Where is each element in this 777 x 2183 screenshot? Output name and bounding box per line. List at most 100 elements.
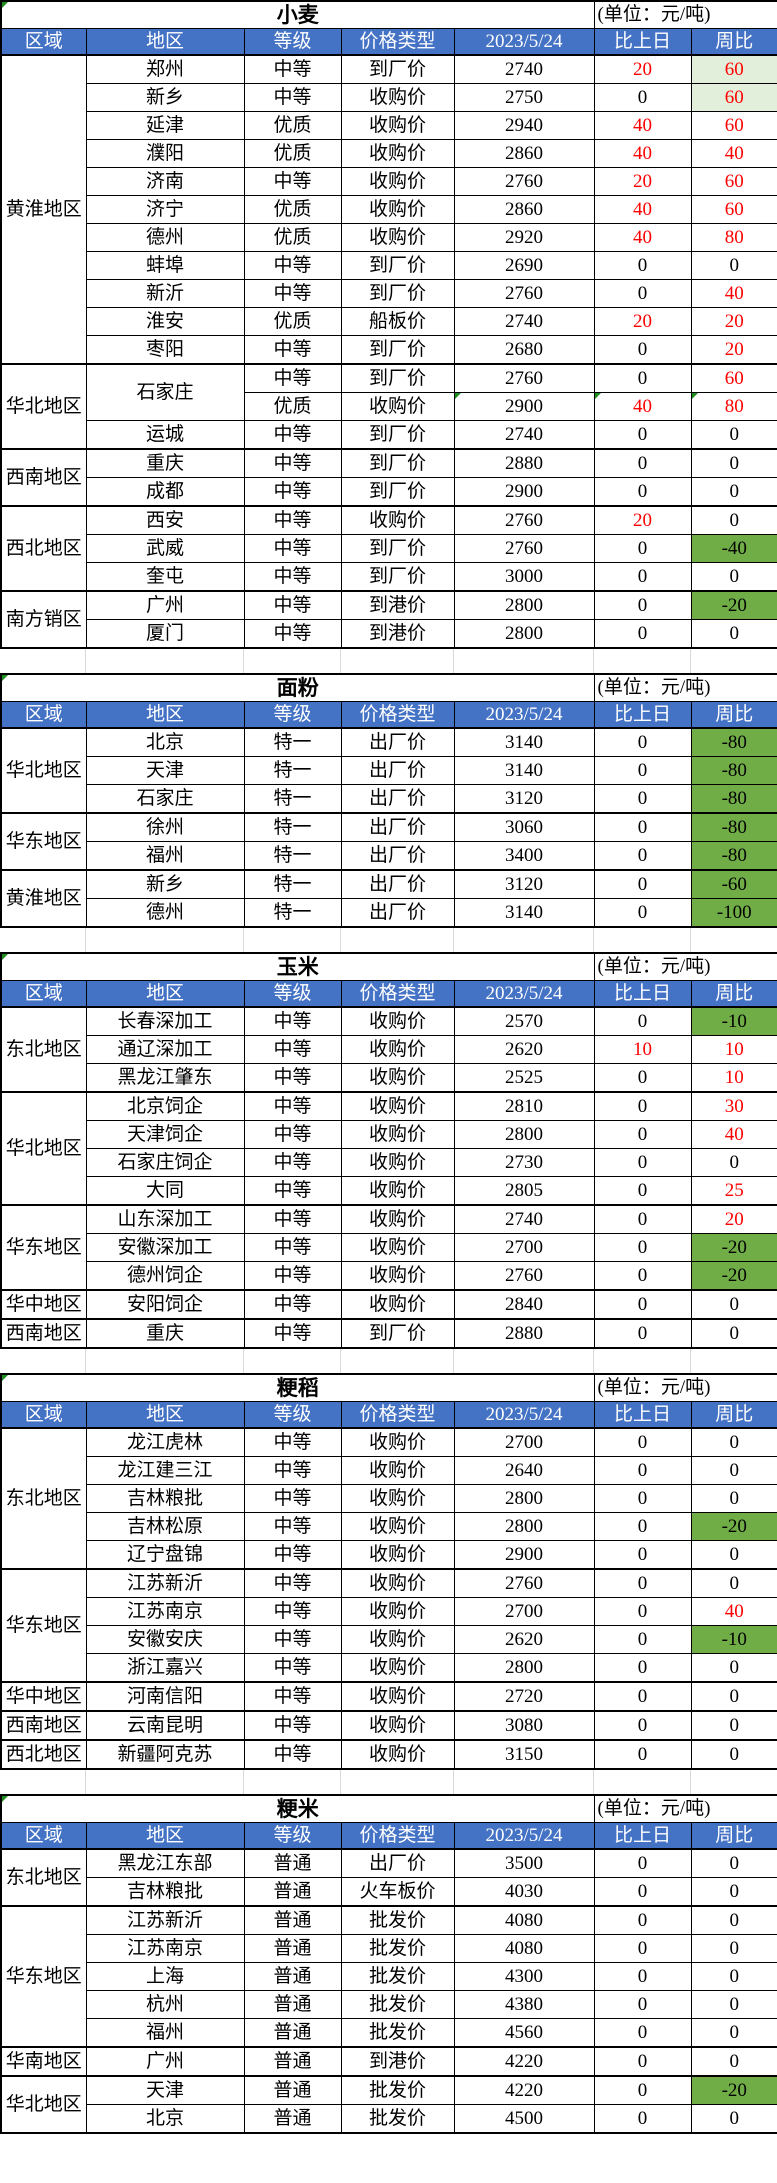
price-type-cell: 到厂价 bbox=[340, 420, 455, 450]
price-cell: 2760 bbox=[453, 505, 595, 535]
week-change-cell: 0 bbox=[690, 1934, 777, 1963]
day-change-cell: 0 bbox=[593, 1962, 692, 1991]
price-cell: 4030 bbox=[453, 1877, 595, 1907]
price-cell: 2900 bbox=[453, 392, 595, 421]
region-cell: 西南地区 bbox=[0, 448, 87, 507]
price-type-cell: 到厂价 bbox=[340, 1318, 455, 1349]
week-change-cell: 40 bbox=[690, 1597, 777, 1626]
region-cell: 华东地区 bbox=[0, 1905, 87, 2048]
price-cell: 2800 bbox=[453, 1512, 595, 1541]
price-cell: 2800 bbox=[453, 619, 595, 649]
price-row: 华北地区 北京 特一 出厂价 3140 0 -80 bbox=[0, 727, 777, 814]
day-change-cell: 0 bbox=[593, 1427, 692, 1457]
price-row: 华北地区 天津 普通 批发价 4220 0 -20 bbox=[0, 2075, 777, 2134]
grade-cell: 优质 bbox=[243, 392, 342, 421]
week-change-cell: 80 bbox=[690, 223, 777, 252]
price-cell: 2860 bbox=[453, 139, 595, 168]
week-change-cell: -10 bbox=[690, 1006, 777, 1036]
price-type-cell: 到厂价 bbox=[340, 477, 455, 507]
price-type-cell: 批发价 bbox=[340, 2104, 455, 2134]
day-change-cell: 0 bbox=[593, 1091, 692, 1121]
week-change-cell: -80 bbox=[690, 756, 777, 785]
price-cell: 2690 bbox=[453, 251, 595, 280]
week-change-cell: 60 bbox=[690, 111, 777, 140]
price-type-cell: 收购价 bbox=[340, 1653, 455, 1683]
price-row: 华中地区 安阳饲企 中等 收购价 2840 0 0 bbox=[0, 1289, 777, 1320]
price-cell: 4080 bbox=[453, 1905, 595, 1935]
area-cell: 黑龙江东部 bbox=[85, 1848, 245, 1878]
area-cell: 蚌埠 bbox=[85, 251, 245, 280]
grade-cell: 中等 bbox=[243, 1233, 342, 1262]
day-change-cell: 0 bbox=[593, 1120, 692, 1149]
week-change-cell: 60 bbox=[690, 83, 777, 112]
price-row: 东北地区 龙江虎林 中等 收购价 2700 0 0 bbox=[0, 1427, 777, 1570]
price-cell: 2620 bbox=[453, 1035, 595, 1064]
week-change-cell: -20 bbox=[690, 2075, 777, 2105]
grade-cell: 中等 bbox=[243, 1148, 342, 1177]
area-cell: 郑州 bbox=[85, 54, 245, 84]
area-cell: 成都 bbox=[85, 477, 245, 507]
price-row: 吉林粮批 中等 收购价 2800 0 0 bbox=[1, 1484, 777, 1513]
column-header-1: 地区 bbox=[85, 1822, 245, 1850]
region-cell: 东北地区 bbox=[0, 1848, 87, 1907]
area-cell: 德州饲企 bbox=[85, 1261, 245, 1291]
week-change-cell: 0 bbox=[690, 2018, 777, 2048]
price-row: 西北地区 西安 中等 收购价 2760 20 0 bbox=[0, 505, 777, 592]
grade-cell: 中等 bbox=[243, 1484, 342, 1513]
grade-cell: 中等 bbox=[243, 477, 342, 507]
area-cell: 山东深加工 bbox=[85, 1204, 245, 1234]
price-row: 通辽深加工 中等 收购价 2620 10 10 bbox=[1, 1035, 777, 1064]
day-change-cell: 0 bbox=[593, 1148, 692, 1177]
price-type-cell: 收购价 bbox=[340, 1120, 455, 1149]
week-change-cell: 10 bbox=[690, 1035, 777, 1064]
week-change-cell: 0 bbox=[690, 2104, 777, 2134]
week-change-cell: 0 bbox=[690, 1456, 777, 1485]
flour-table-title: 面粉 bbox=[0, 673, 595, 702]
price-row: 德州饲企 中等 收购价 2760 0 -20 bbox=[1, 1261, 777, 1291]
price-type-cell: 收购价 bbox=[340, 1739, 455, 1770]
price-type-cell: 收购价 bbox=[340, 1484, 455, 1513]
grade-cell: 特一 bbox=[243, 756, 342, 785]
day-change-cell: 0 bbox=[593, 1739, 692, 1770]
price-type-cell: 批发价 bbox=[340, 1962, 455, 1991]
region-cell: 华中地区 bbox=[0, 1681, 87, 1712]
area-cell: 江苏南京 bbox=[85, 1597, 245, 1626]
price-cell: 2570 bbox=[453, 1006, 595, 1036]
japonica-rice-price-table: 粳米 (单位：元/吨) 区域 地区 等级 价格类型 2023/5/24 比上日 周比 东北地区 黑龙… bbox=[0, 1794, 777, 2134]
week-change-cell: 0 bbox=[690, 1540, 777, 1570]
column-header-2: 等级 bbox=[243, 701, 342, 729]
price-cell: 2840 bbox=[453, 1289, 595, 1320]
area-cell: 新乡 bbox=[85, 83, 245, 112]
price-type-cell: 收购价 bbox=[340, 1512, 455, 1541]
day-change-cell: 0 bbox=[593, 869, 692, 899]
corn-price-table: 玉米 (单位：元/吨) 区域 地区 等级 价格类型 2023/5/24 比上日 周比 东北地区 长春… bbox=[0, 952, 777, 1349]
week-change-cell: 40 bbox=[690, 139, 777, 168]
region-cell: 华南地区 bbox=[0, 2046, 87, 2077]
week-change-cell: -80 bbox=[690, 841, 777, 871]
area-cell: 北京饲企 bbox=[85, 1091, 245, 1121]
area-cell: 辽宁盘锦 bbox=[85, 1540, 245, 1570]
price-type-cell: 收购价 bbox=[340, 1091, 455, 1121]
price-type-cell: 批发价 bbox=[340, 2018, 455, 2048]
day-change-cell: 0 bbox=[593, 477, 692, 507]
grade-cell: 优质 bbox=[243, 307, 342, 336]
price-cell: 2740 bbox=[453, 1204, 595, 1234]
area-cell: 安徽深加工 bbox=[85, 1233, 245, 1262]
week-change-cell: 0 bbox=[690, 1568, 777, 1598]
price-cell: 2920 bbox=[453, 223, 595, 252]
day-change-cell: 40 bbox=[593, 392, 692, 421]
area-cell: 大同 bbox=[85, 1176, 245, 1206]
area-cell: 吉林粮批 bbox=[85, 1877, 245, 1907]
price-type-cell: 收购价 bbox=[340, 167, 455, 196]
grade-cell: 中等 bbox=[243, 1035, 342, 1064]
week-change-cell: 0 bbox=[690, 251, 777, 280]
area-cell: 天津 bbox=[85, 2075, 245, 2105]
grade-cell: 特一 bbox=[243, 869, 342, 899]
grade-cell: 中等 bbox=[243, 1063, 342, 1093]
price-row: 吉林粮批 普通 火车板价 4030 0 0 bbox=[1, 1877, 777, 1907]
column-header-5: 比上日 bbox=[593, 28, 692, 56]
price-row: 安徽深加工 中等 收购价 2700 0 -20 bbox=[1, 1233, 777, 1262]
column-header-2: 等级 bbox=[243, 1822, 342, 1850]
price-row: 厦门 中等 到港价 2800 0 0 bbox=[1, 619, 777, 649]
price-row: 新沂 中等 到厂价 2760 0 40 bbox=[1, 279, 777, 308]
